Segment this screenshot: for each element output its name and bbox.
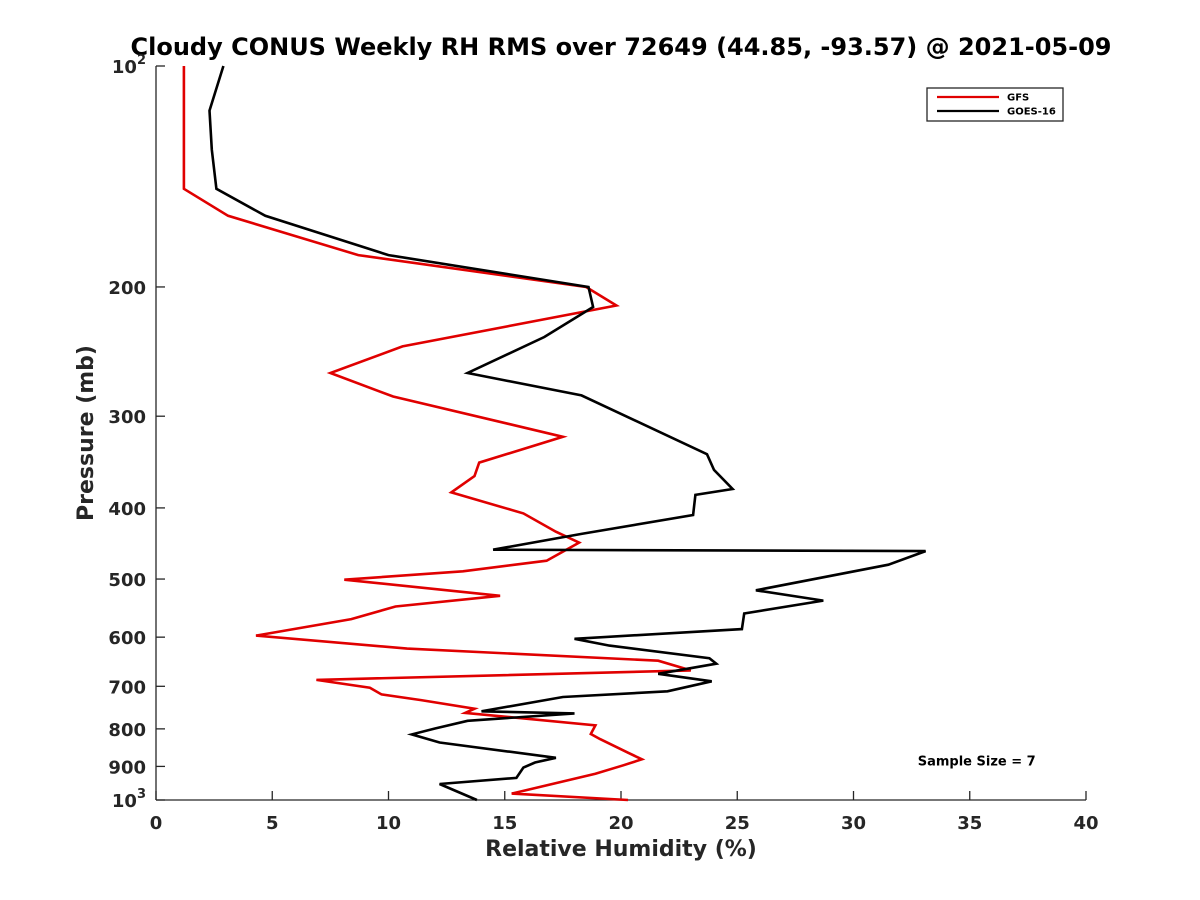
x-axis-label: Relative Humidity (%) (485, 837, 757, 862)
series-line-gfs (182, 66, 692, 802)
legend-box (926, 87, 1064, 122)
x-tick-label: 10 (376, 813, 401, 834)
x-tick-label: 20 (608, 813, 633, 834)
y-axis-ticks: 102 200 300 400 500 600 700 800 900 103 (108, 53, 165, 812)
series-layer (182, 65, 927, 802)
x-tick-label: 25 (725, 813, 750, 834)
y-tick-label: 700 (108, 677, 146, 698)
y-tick-label: 900 (108, 757, 146, 778)
annotations: Sample Size = 7 (918, 755, 1036, 770)
y-axis-label: Pressure (mb) (74, 345, 99, 521)
x-tick-label: 40 (1073, 813, 1098, 834)
legend-label: GFS (1007, 93, 1029, 104)
x-tick-label: 30 (841, 813, 866, 834)
y-tick-label: 300 (108, 407, 146, 428)
y-tick-label: 800 (108, 720, 146, 741)
legend-label: GOES-16 (1007, 107, 1056, 118)
chart-title: Cloudy CONUS Weekly RH RMS over 72649 (4… (131, 33, 1112, 61)
x-tick-label: 15 (492, 813, 517, 834)
series-line-goes-16 (208, 65, 927, 802)
x-tick-label: 35 (957, 813, 982, 834)
y-tick-label: 102 (112, 53, 146, 78)
series-goes-16 (208, 65, 927, 802)
x-tick-label: 0 (150, 813, 163, 834)
x-tick-label: 5 (266, 813, 279, 834)
y-tick-label: 103 (112, 787, 146, 812)
x-axis-ticks: 0 5 10 15 20 25 30 35 40 (150, 791, 1099, 834)
series-gfs (182, 66, 692, 802)
y-tick-label: 400 (108, 499, 146, 520)
y-tick-label: 600 (108, 628, 146, 649)
legend: GFS GOES-16 (926, 87, 1064, 122)
sample-size-annotation: Sample Size = 7 (918, 755, 1036, 770)
y-tick-label: 200 (108, 278, 146, 299)
y-tick-label: 500 (108, 570, 146, 591)
